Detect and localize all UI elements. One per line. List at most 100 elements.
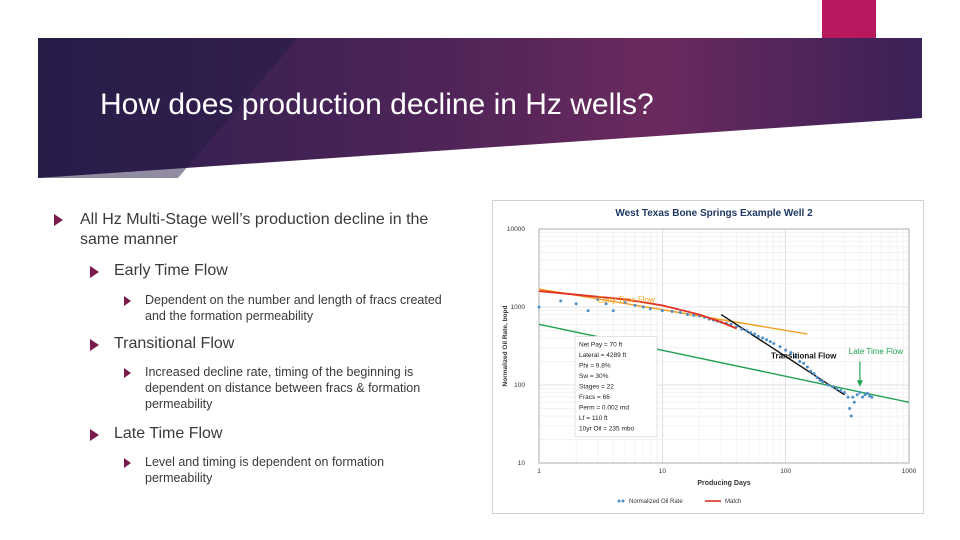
chart-container: West Texas Bone Springs Example Well 2 1 1… xyxy=(492,200,924,514)
data-point xyxy=(749,331,753,335)
data-point xyxy=(861,395,865,399)
data-point xyxy=(802,361,806,365)
bullet-late-label: Late Time Flow xyxy=(114,425,223,442)
data-point xyxy=(858,391,862,395)
data-point xyxy=(865,391,869,395)
bullet-icon xyxy=(124,458,131,468)
data-point xyxy=(756,334,760,338)
data-point xyxy=(805,365,809,369)
data-point xyxy=(604,302,608,306)
data-point xyxy=(660,309,664,313)
data-point xyxy=(623,300,627,304)
bullet-icon xyxy=(54,214,63,226)
legend-label: Normalized Oil Rate xyxy=(629,499,683,505)
data-point xyxy=(793,355,797,359)
data-point xyxy=(678,311,682,315)
data-point xyxy=(821,380,825,384)
data-point xyxy=(670,309,674,313)
bullet-main: All Hz Multi-Stage well’s production dec… xyxy=(80,211,429,248)
bullet-transitional-label: Transitional Flow xyxy=(114,335,235,352)
parameter-line: Net Pay = 70 ft xyxy=(579,341,622,348)
data-point xyxy=(633,303,637,307)
x-tick-label: 10 xyxy=(659,468,667,475)
y-axis-label: Normalized Oil Rate, bopd xyxy=(502,306,509,387)
data-point xyxy=(778,345,782,349)
data-point xyxy=(835,387,839,391)
y-tick-label: 100 xyxy=(514,382,525,389)
data-point xyxy=(740,327,744,331)
decline-chart: West Texas Bone Springs Example Well 2 1 1… xyxy=(502,208,917,505)
data-point xyxy=(596,297,600,301)
parameter-line: Lateral = 4289 ft xyxy=(579,352,626,359)
data-point xyxy=(686,313,690,317)
data-point xyxy=(765,338,769,342)
parameter-line: Phi = 9.8% xyxy=(579,362,611,369)
parameter-line: 10yr Oil = 235 mbo xyxy=(579,425,634,432)
parameter-line: Fracs = 66 xyxy=(579,394,610,401)
annotation-label: Transitional Flow xyxy=(771,351,837,360)
data-point xyxy=(784,348,788,352)
data-point xyxy=(870,395,874,399)
data-point xyxy=(826,383,830,387)
data-point xyxy=(849,414,853,418)
data-point xyxy=(843,391,847,395)
data-point xyxy=(815,375,819,379)
parameter-line: Perm = 0.002 md xyxy=(579,404,629,411)
bullet-early-detail: Dependent on the number and length of fr… xyxy=(145,293,442,323)
y-tick-label: 10000 xyxy=(507,226,525,233)
data-point xyxy=(789,351,793,355)
data-point xyxy=(744,328,748,332)
annotation-label: Early Time Flow xyxy=(598,295,655,304)
legend-label: Match xyxy=(725,499,741,505)
data-point xyxy=(641,305,645,309)
bullet-transitional-detail: Increased decline rate, timing of the be… xyxy=(145,365,421,411)
chart-title: West Texas Bone Springs Example Well 2 xyxy=(615,208,813,219)
data-point xyxy=(839,389,843,393)
bullet-icon xyxy=(90,266,99,278)
parameter-line: Stages = 22 xyxy=(579,383,614,390)
data-point xyxy=(574,302,578,306)
parameter-line: Sw = 30% xyxy=(579,373,609,380)
page-title: How does production decline in Hz wells? xyxy=(100,88,654,121)
title-banner xyxy=(38,38,922,178)
data-point xyxy=(559,299,563,303)
data-point xyxy=(768,340,772,344)
x-tick-label: 1 xyxy=(537,468,541,475)
bullet-late-detail: Level and timing is dependent on formati… xyxy=(145,455,385,485)
data-point xyxy=(812,372,816,376)
data-point xyxy=(863,393,867,397)
x-axis-label: Producing Days xyxy=(697,480,750,487)
data-point xyxy=(772,342,776,346)
x-tick-label: 100 xyxy=(780,468,791,475)
data-point xyxy=(831,385,835,389)
data-point xyxy=(852,400,856,404)
x-tick-label: 1000 xyxy=(902,468,917,475)
data-point xyxy=(818,378,822,382)
data-point xyxy=(851,395,855,399)
y-tick-label: 10 xyxy=(518,460,526,467)
bullet-icon xyxy=(124,368,131,378)
data-point xyxy=(809,369,813,373)
data-point xyxy=(586,309,590,313)
legend-marker-points xyxy=(621,499,625,503)
data-point xyxy=(611,309,615,313)
arrow-head xyxy=(856,380,863,387)
bullet-icon xyxy=(90,429,99,441)
data-point xyxy=(848,406,852,410)
data-point xyxy=(648,307,652,311)
data-point xyxy=(761,336,765,340)
bullet-early-label: Early Time Flow xyxy=(114,262,228,279)
legend-marker-points xyxy=(617,499,621,503)
match-line xyxy=(538,290,737,330)
data-point xyxy=(798,360,802,364)
data-point xyxy=(753,332,757,336)
data-point xyxy=(692,313,696,317)
plot-area xyxy=(538,228,910,464)
y-tick-label: 1000 xyxy=(511,304,526,311)
data-point xyxy=(537,305,541,309)
parameter-line: Lf = 110 ft xyxy=(579,415,608,422)
data-point xyxy=(855,393,859,397)
data-point xyxy=(846,395,850,399)
banner-decoration xyxy=(38,38,922,178)
parameters-box xyxy=(574,336,658,437)
